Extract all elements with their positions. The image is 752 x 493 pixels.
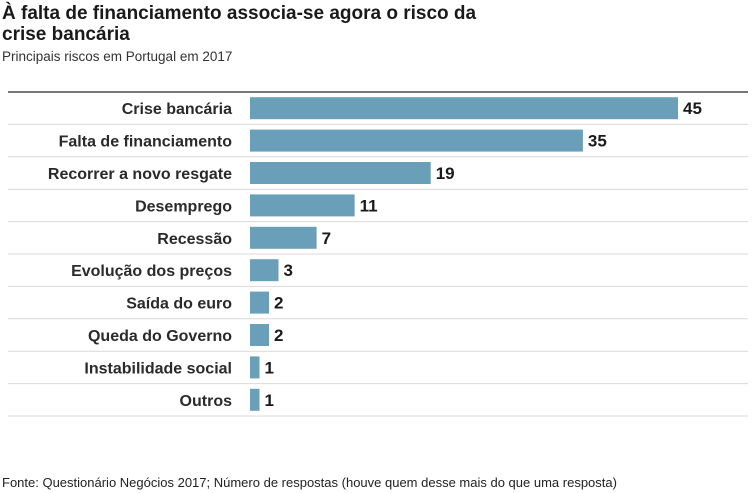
bar (250, 291, 269, 314)
chart-subtitle: Principais riscos em Portugal em 2017 (2, 49, 233, 64)
value-label: 2 (274, 294, 283, 313)
category-label: Crise bancária (122, 101, 232, 118)
category-label: Recessão (157, 231, 232, 248)
bar (250, 226, 317, 249)
value-label: 2 (274, 326, 283, 345)
source-note: Fonte: Questionário Negócios 2017; Númer… (2, 475, 617, 490)
value-label: 35 (588, 132, 607, 151)
value-label: 1 (265, 391, 274, 410)
category-label: Outros (180, 393, 233, 410)
bar (250, 129, 583, 152)
value-label: 11 (360, 196, 378, 215)
bar (250, 259, 279, 282)
bar (250, 356, 260, 379)
category-label: Falta de financiamento (59, 134, 233, 151)
value-label: 45 (683, 99, 702, 118)
bar (250, 388, 260, 411)
bar (250, 324, 269, 346)
bar-chart: Crise bancária 45 Falta de financiamento 35… (8, 91, 748, 417)
bar (250, 97, 678, 120)
chart-title: À falta de financiamento associa-se agor… (2, 3, 477, 45)
value-label: 7 (322, 229, 331, 248)
category-label: Recorrer a novo resgate (48, 166, 232, 183)
category-label: Instabilidade social (84, 360, 232, 377)
category-label: Evolução dos preços (71, 263, 232, 280)
value-label: 19 (436, 164, 455, 183)
category-label: Saída do euro (126, 296, 232, 313)
bar (250, 194, 355, 217)
bar (250, 162, 431, 184)
value-label: 3 (284, 261, 293, 280)
category-label: Desemprego (135, 198, 232, 215)
category-label: Queda do Governo (88, 328, 232, 345)
value-label: 1 (265, 358, 274, 377)
